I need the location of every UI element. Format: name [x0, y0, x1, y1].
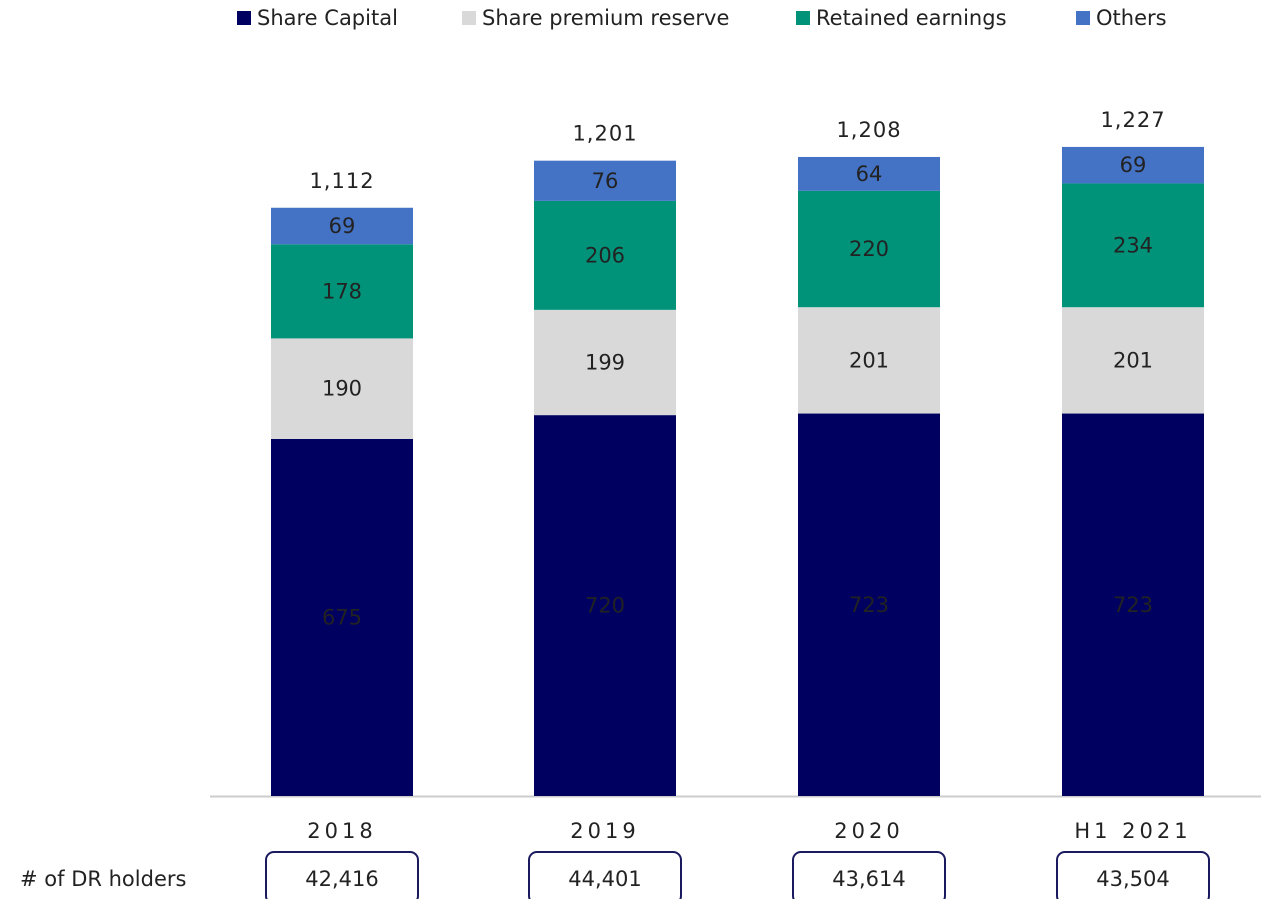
bar-segment [798, 413, 940, 796]
dr-holders-value: 43,504 [1096, 867, 1169, 891]
legend-swatch [1076, 11, 1090, 25]
segment-label: 206 [585, 243, 625, 267]
segment-label: 76 [592, 169, 619, 193]
bar-segment [271, 438, 413, 796]
segment-label: 178 [322, 279, 362, 303]
bar-segment [534, 160, 676, 201]
segment-label: 69 [1120, 153, 1147, 177]
x-tick-label: 2020 [834, 819, 903, 843]
dr-holders-box [265, 851, 419, 903]
legend-label: Share Capital [257, 6, 398, 30]
segment-label: 201 [1113, 348, 1153, 372]
segment-label: 201 [849, 348, 889, 372]
dr-holders-value: 42,416 [305, 867, 378, 891]
bar-segment [534, 309, 676, 416]
dr-holders-label: # of DR holders [20, 867, 186, 891]
bar-segment [798, 156, 940, 191]
bar-segment [1062, 183, 1204, 308]
bar-segment [271, 207, 413, 245]
segment-label: 675 [322, 605, 362, 629]
legend-swatch [462, 11, 476, 25]
total-label: 1,208 [836, 118, 901, 142]
segment-label: 720 [585, 594, 625, 618]
legend-swatch [796, 11, 810, 25]
dr-holders-box [792, 851, 946, 903]
legend-swatch [237, 11, 251, 25]
bar-segment [798, 307, 940, 414]
total-label: 1,112 [309, 169, 374, 193]
bar-segment [798, 190, 940, 308]
segment-label: 234 [1113, 233, 1153, 257]
dr-holders-value: 44,401 [568, 867, 641, 891]
total-label: 1,201 [572, 122, 637, 146]
segment-label: 723 [849, 593, 889, 617]
segment-label: 199 [585, 350, 625, 374]
dr-holders-value: 43,614 [832, 867, 905, 891]
segment-label: 220 [849, 237, 889, 261]
segment-label: 69 [329, 214, 356, 238]
segment-label: 190 [322, 377, 362, 401]
bar-segment [271, 338, 413, 439]
bar-segment [534, 200, 676, 310]
segment-label: 723 [1113, 593, 1153, 617]
bar-segment [1062, 146, 1204, 184]
legend-label: Share premium reserve [482, 6, 729, 30]
x-tick-label: H1 2021 [1074, 819, 1191, 843]
x-tick-label: 2019 [570, 819, 639, 843]
x-tick-label: 2018 [307, 819, 376, 843]
segment-label: 64 [856, 162, 883, 186]
total-label: 1,227 [1100, 108, 1165, 132]
bar-segment [271, 244, 413, 339]
dr-holders-box [528, 851, 682, 903]
bar-segment [534, 415, 676, 796]
dr-holders-box [1056, 851, 1210, 903]
legend-label: Others [1096, 6, 1167, 30]
legend-label: Retained earnings [816, 6, 1007, 30]
bar-segment [1062, 413, 1204, 796]
bar-segment [1062, 307, 1204, 414]
